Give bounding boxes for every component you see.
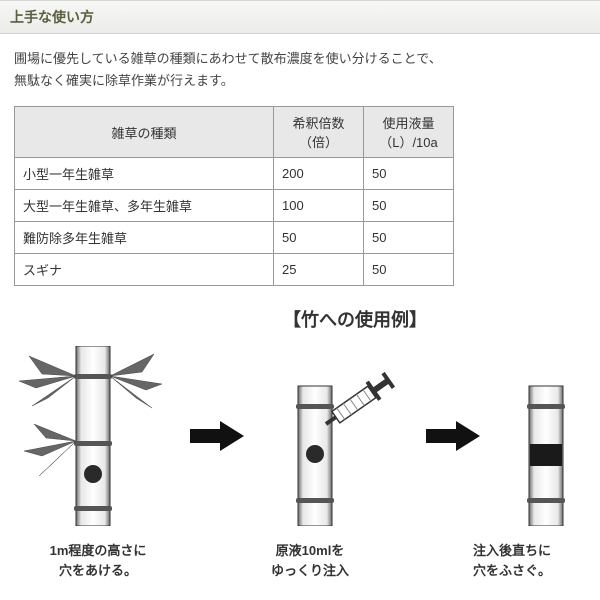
table-row: スギナ 25 50 [15, 254, 454, 286]
table-row: 難防除多年生雑草 50 50 [15, 222, 454, 254]
cell: 25 [274, 254, 364, 286]
cell: 50 [364, 254, 454, 286]
caption-2: 原液10mlを ゆっくり注入 [235, 541, 385, 580]
cell: 100 [274, 190, 364, 222]
intro-line2: 無駄なく確実に除草作業が行えます。 [14, 73, 234, 88]
diagram-steps [14, 346, 586, 529]
cap3-l2: 穴をふさぐ。 [473, 563, 551, 578]
col-dilution: 希釈倍数（倍） [274, 107, 364, 158]
col-weed-type: 雑草の種類 [15, 107, 274, 158]
cap1-l2: 穴をあける。 [59, 563, 137, 578]
cell: スギナ [15, 254, 274, 286]
cap1-l1: 1m程度の高さに [50, 543, 147, 558]
step-2 [270, 346, 400, 529]
cell: 難防除多年生雑草 [15, 222, 274, 254]
cell: 小型一年生雑草 [15, 158, 274, 190]
arrow-icon [426, 421, 480, 454]
table-row: 小型一年生雑草 200 50 [15, 158, 454, 190]
intro-line1: 圃場に優先している雑草の種類にあわせて散布濃度を使い分けることで、 [14, 51, 442, 66]
cell: 50 [274, 222, 364, 254]
intro-text: 圃場に優先している雑草の種類にあわせて散布濃度を使い分けることで、 無駄なく確実… [0, 48, 600, 92]
table-header-row: 雑草の種類 希釈倍数（倍） 使用液量（L）/10a [15, 107, 454, 158]
caption-3: 注入後直ちに 穴をふさぐ。 [442, 541, 582, 580]
table-row: 大型一年生雑草、多年生雑草 100 50 [15, 190, 454, 222]
col-volume: 使用液量（L）/10a [364, 107, 454, 158]
arrow-icon [190, 421, 244, 454]
bamboo-hole-icon [14, 346, 164, 526]
caption-row: 1m程度の高さに 穴をあける。 原液10mlを ゆっくり注入 注入後直ちに 穴を… [14, 541, 586, 580]
step-1 [14, 346, 164, 529]
cell: 50 [364, 190, 454, 222]
cap2-l2: ゆっくり注入 [271, 563, 349, 578]
bamboo-sealed-icon [506, 346, 586, 526]
cell: 50 [364, 158, 454, 190]
cap3-l1: 注入後直ちに [473, 543, 551, 558]
bamboo-syringe-icon [270, 346, 400, 526]
dilution-table: 雑草の種類 希釈倍数（倍） 使用液量（L）/10a 小型一年生雑草 200 50… [14, 106, 454, 286]
cell: 200 [274, 158, 364, 190]
step-3 [506, 346, 586, 529]
cell: 50 [364, 222, 454, 254]
cell: 大型一年生雑草、多年生雑草 [15, 190, 274, 222]
caption-1: 1m程度の高さに 穴をあける。 [18, 541, 178, 580]
cap2-l1: 原液10mlを [276, 543, 345, 558]
section-heading: 上手な使い方 [0, 0, 600, 34]
bamboo-diagram: 【竹への使用例】 [0, 306, 600, 580]
diagram-title: 【竹への使用例】 [124, 306, 586, 332]
